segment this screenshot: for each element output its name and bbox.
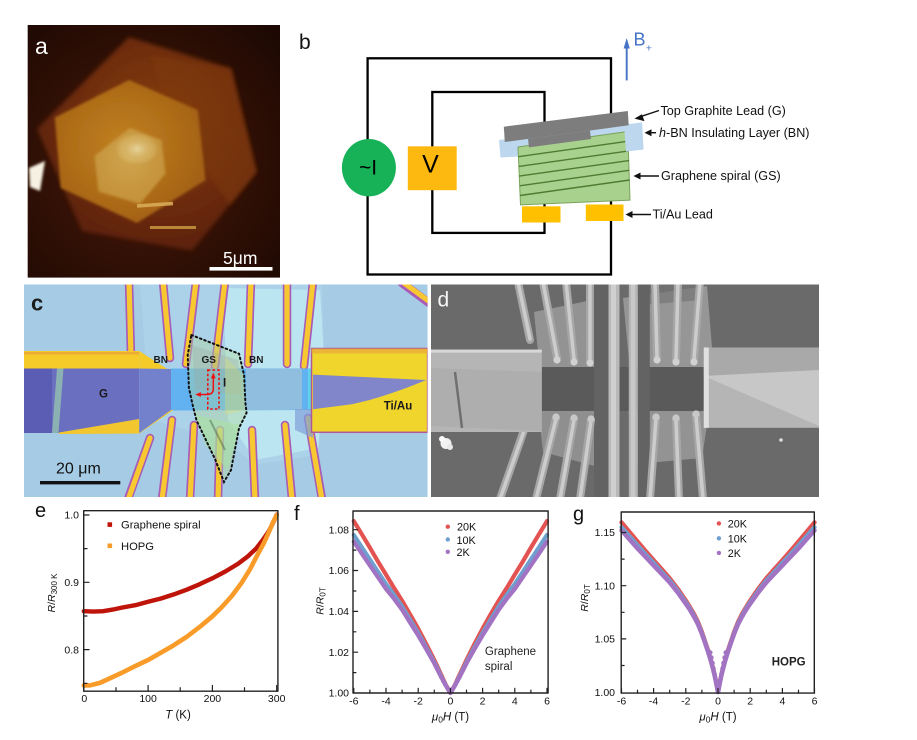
- svg-text:6: 6: [812, 696, 818, 708]
- svg-text:R/R0T: R/R0T: [315, 587, 328, 615]
- svg-text:g: g: [573, 504, 584, 526]
- svg-text:BN: BN: [154, 355, 168, 366]
- svg-text:0: 0: [81, 693, 87, 705]
- svg-text:300: 300: [268, 693, 286, 705]
- svg-text:μ0H (T): μ0H (T): [698, 712, 736, 725]
- svg-text:1.04: 1.04: [329, 606, 350, 618]
- svg-text:20 μm: 20 μm: [56, 461, 101, 478]
- svg-text:2K: 2K: [457, 547, 471, 559]
- svg-text:10K: 10K: [457, 535, 477, 547]
- svg-text:-2: -2: [681, 696, 690, 708]
- svg-text:HOPG: HOPG: [772, 656, 806, 668]
- svg-text:1.10: 1.10: [595, 580, 616, 592]
- svg-text:BN: BN: [249, 355, 263, 366]
- svg-text:B: B: [634, 30, 646, 50]
- svg-text:2K: 2K: [728, 548, 742, 560]
- svg-text:1.00: 1.00: [329, 688, 350, 700]
- svg-text:d: d: [438, 289, 450, 312]
- svg-text:spiral: spiral: [485, 661, 512, 673]
- svg-text:T (K): T (K): [165, 710, 191, 722]
- svg-text:1.15: 1.15: [595, 527, 616, 539]
- svg-text:-6: -6: [349, 696, 358, 708]
- svg-text:4: 4: [512, 696, 518, 708]
- svg-text:5μm: 5μm: [223, 248, 257, 268]
- svg-text:2: 2: [747, 696, 753, 708]
- svg-text:0.8: 0.8: [64, 644, 79, 656]
- svg-text:200: 200: [204, 693, 222, 705]
- svg-text:+: +: [646, 43, 652, 55]
- svg-text:~I: ~I: [359, 157, 377, 180]
- svg-text:h-BN Insulating Layer (BN): h-BN Insulating Layer (BN): [659, 126, 810, 140]
- svg-text:20K: 20K: [728, 519, 748, 531]
- svg-text:R/R300 K: R/R300 K: [46, 573, 59, 613]
- svg-text:1.00: 1.00: [595, 687, 616, 699]
- svg-text:1.08: 1.08: [329, 524, 350, 536]
- svg-text:Graphene spiral (GS): Graphene spiral (GS): [661, 169, 781, 183]
- svg-text:6: 6: [544, 696, 550, 708]
- svg-text:G: G: [99, 389, 108, 401]
- svg-text:0.9: 0.9: [64, 577, 79, 589]
- svg-text:I: I: [223, 378, 226, 390]
- svg-text:-4: -4: [649, 696, 658, 708]
- svg-text:2: 2: [480, 696, 486, 708]
- svg-text:1.02: 1.02: [329, 647, 350, 659]
- svg-text:20K: 20K: [457, 521, 477, 533]
- svg-text:0: 0: [447, 696, 453, 708]
- svg-text:f: f: [294, 503, 300, 525]
- svg-text:R/R0T: R/R0T: [579, 584, 592, 612]
- svg-text:Top Graphite Lead (G): Top Graphite Lead (G): [661, 104, 786, 118]
- svg-text:Graphene: Graphene: [485, 646, 536, 658]
- svg-text:100: 100: [139, 693, 157, 705]
- svg-text:0: 0: [715, 696, 721, 708]
- svg-text:-2: -2: [414, 696, 423, 708]
- svg-text:b: b: [299, 31, 311, 54]
- svg-text:a: a: [35, 33, 48, 59]
- svg-text:4: 4: [779, 696, 785, 708]
- svg-text:e: e: [35, 500, 46, 522]
- svg-text:-4: -4: [381, 696, 390, 708]
- svg-text:HOPG: HOPG: [121, 541, 154, 553]
- svg-text:GS: GS: [202, 355, 217, 366]
- svg-text:Ti/Au: Ti/Au: [384, 401, 413, 413]
- svg-text:1.06: 1.06: [329, 565, 350, 577]
- svg-text:V: V: [422, 151, 439, 179]
- svg-text:10K: 10K: [728, 534, 748, 546]
- svg-text:1.0: 1.0: [64, 510, 79, 522]
- svg-text:Graphene spiral: Graphene spiral: [121, 520, 201, 532]
- svg-text:-6: -6: [617, 696, 626, 708]
- svg-text:Ti/Au Lead: Ti/Au Lead: [653, 208, 713, 222]
- svg-text:c: c: [31, 291, 43, 316]
- svg-text:μ0H (T): μ0H (T): [431, 712, 469, 725]
- svg-text:1.05: 1.05: [595, 634, 616, 646]
